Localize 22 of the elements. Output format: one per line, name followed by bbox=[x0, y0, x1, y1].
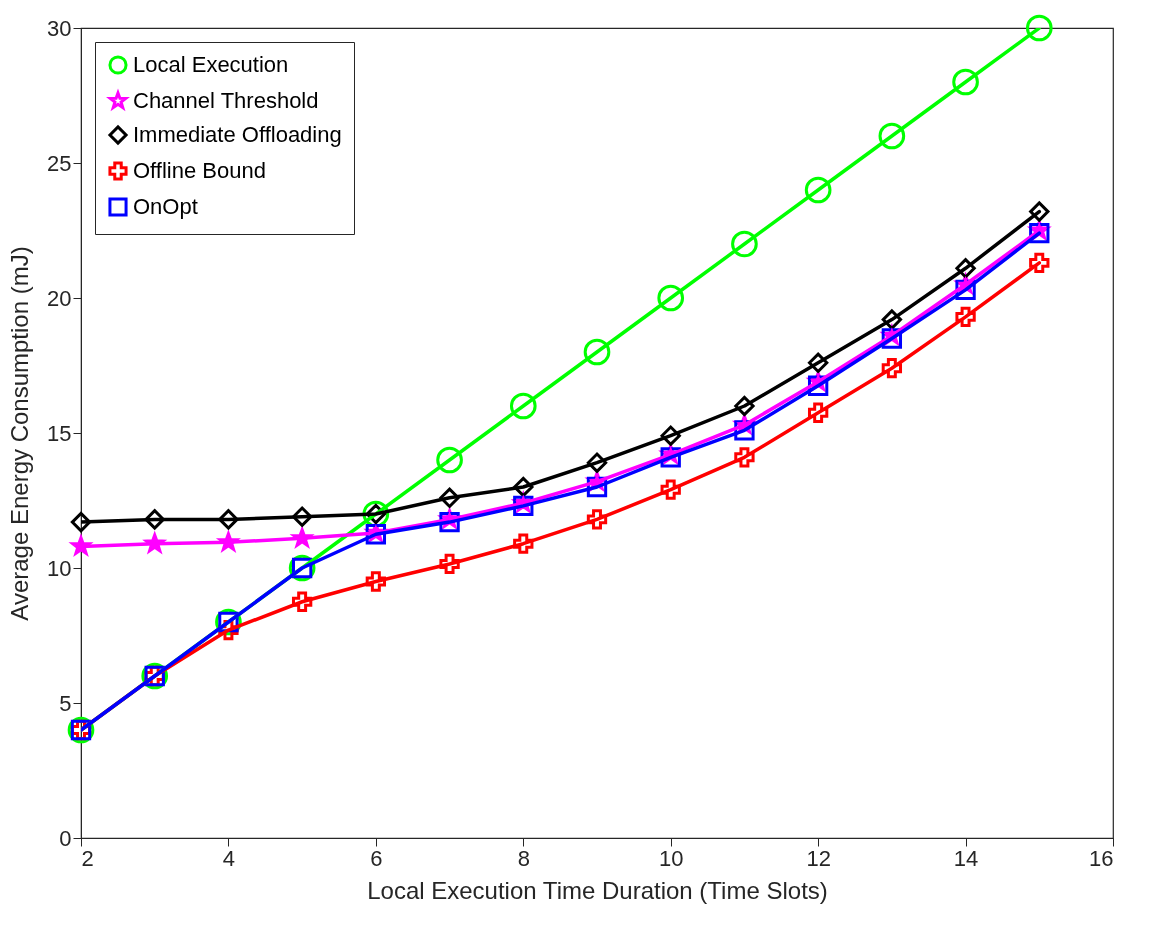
x-tick-label: 10 bbox=[658, 845, 684, 871]
x-tick-label: 6 bbox=[370, 845, 383, 871]
x-tick-label: 16 bbox=[1089, 845, 1114, 871]
x-tick-label: 2 bbox=[81, 845, 94, 871]
legend-label: Offline Bound bbox=[133, 158, 266, 183]
y-tick-label: 15 bbox=[47, 420, 72, 446]
legend-label: Immediate Offloading bbox=[133, 122, 342, 147]
y-tick-label: 30 bbox=[47, 15, 72, 41]
y-tick-label: 5 bbox=[59, 690, 72, 716]
y-axis-title: Average Energy Consumption (mJ) bbox=[6, 246, 34, 621]
legend-label: Local Execution bbox=[133, 52, 289, 77]
x-tick-label: 4 bbox=[222, 845, 236, 871]
x-tick-label: 12 bbox=[806, 845, 831, 871]
y-tick-label: 25 bbox=[47, 150, 72, 176]
x-tick-label: 14 bbox=[953, 845, 979, 871]
y-tick-label: 20 bbox=[47, 285, 72, 311]
legend-label: OnOpt bbox=[133, 194, 198, 219]
x-axis-title: Local Execution Time Duration (Time Slots) bbox=[367, 876, 828, 904]
y-tick-label: 0 bbox=[59, 825, 72, 851]
x-tick-label: 8 bbox=[517, 845, 530, 871]
y-tick-label: 10 bbox=[47, 555, 72, 581]
legend-label: Channel Threshold bbox=[133, 88, 319, 113]
